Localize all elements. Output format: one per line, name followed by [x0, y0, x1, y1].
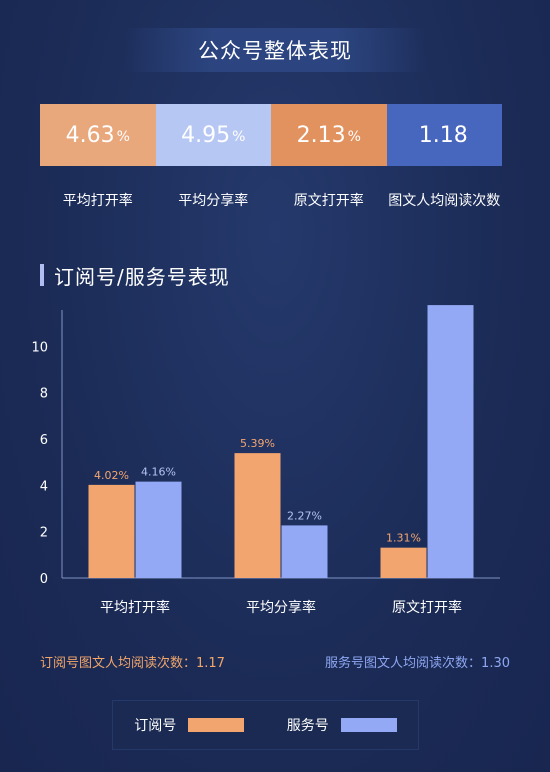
bar-service: [281, 525, 328, 578]
metric-card-open-rate: 4.63%: [40, 104, 156, 166]
data-label: 4.02%: [94, 469, 129, 482]
chart-legend: 订阅号 服务号: [112, 700, 419, 750]
legend-label: 服务号: [286, 718, 329, 734]
bar-service: [135, 481, 182, 578]
metric-label: 原文打开率: [293, 193, 364, 209]
overall-metrics: 4.63% 4.95% 2.13% 1.18: [40, 104, 502, 166]
metric-card-share-rate: 4.95%: [155, 104, 271, 166]
section-accent-bar: [40, 264, 44, 286]
metric-unit: %: [232, 129, 246, 145]
bar-subscription: [234, 453, 281, 578]
bar-subscription: [88, 484, 135, 578]
bar-service: [427, 305, 474, 578]
data-label: 5.39%: [240, 437, 275, 450]
legend-swatch: [188, 718, 245, 732]
section-title: 订阅号/服务号表现: [40, 262, 230, 289]
metric-value: 2.13: [296, 122, 346, 148]
metric-unit: %: [116, 129, 130, 145]
section-title-text: 订阅号/服务号表现: [54, 264, 230, 289]
data-label: 11.78%: [430, 300, 472, 302]
bar-subscription: [380, 547, 427, 578]
x-tick-label: 平均打开率: [100, 599, 170, 616]
y-tick-label: 10: [31, 340, 48, 355]
footnotes: 订阅号图文人均阅读次数：1.17 服务号图文人均阅读次数：1.30: [40, 652, 510, 671]
legend-item-subscription: 订阅号: [134, 715, 245, 735]
metric-label: 平均分享率: [178, 193, 249, 209]
x-tick-label: 平均分享率: [246, 599, 316, 616]
legend-item-service: 服务号: [287, 715, 397, 735]
y-tick-label: 8: [40, 387, 48, 402]
footnote-subscription: 订阅号图文人均阅读次数：1.17: [40, 656, 225, 671]
legend-swatch: [340, 718, 397, 732]
y-tick-label: 0: [40, 572, 48, 587]
x-tick-label: 原文打开率: [392, 599, 462, 616]
y-tick-label: 6: [40, 433, 48, 448]
data-label: 4.16%: [141, 466, 176, 479]
data-label: 1.31%: [386, 532, 421, 545]
metric-value: 4.95: [181, 122, 231, 148]
legend-label: 订阅号: [134, 718, 177, 734]
metric-card-avg-reads: 1.18: [386, 104, 502, 166]
overall-metric-labels: 平均打开率 平均分享率 原文打开率 图文人均阅读次数: [40, 190, 502, 210]
data-label: 2.27%: [287, 509, 322, 522]
footnote-service: 服务号图文人均阅读次数：1.30: [325, 656, 510, 671]
bar-chart: 0 2 4 6 8 10 4.02% 4.16% 平均打开率 5.39% 2.27% 平均分享率 1.3…: [31, 300, 500, 616]
metric-label: 平均打开率: [62, 193, 133, 209]
metric-value: 1.18: [418, 122, 468, 148]
y-tick-label: 2: [40, 526, 48, 541]
metric-card-original-open-rate: 2.13%: [271, 104, 387, 166]
metric-value: 4.63: [65, 122, 115, 148]
y-tick-label: 4: [40, 479, 48, 494]
page-title: 公众号整体表现: [125, 28, 425, 72]
metric-unit: %: [347, 129, 361, 145]
metric-label: 图文人均阅读次数: [388, 193, 501, 209]
